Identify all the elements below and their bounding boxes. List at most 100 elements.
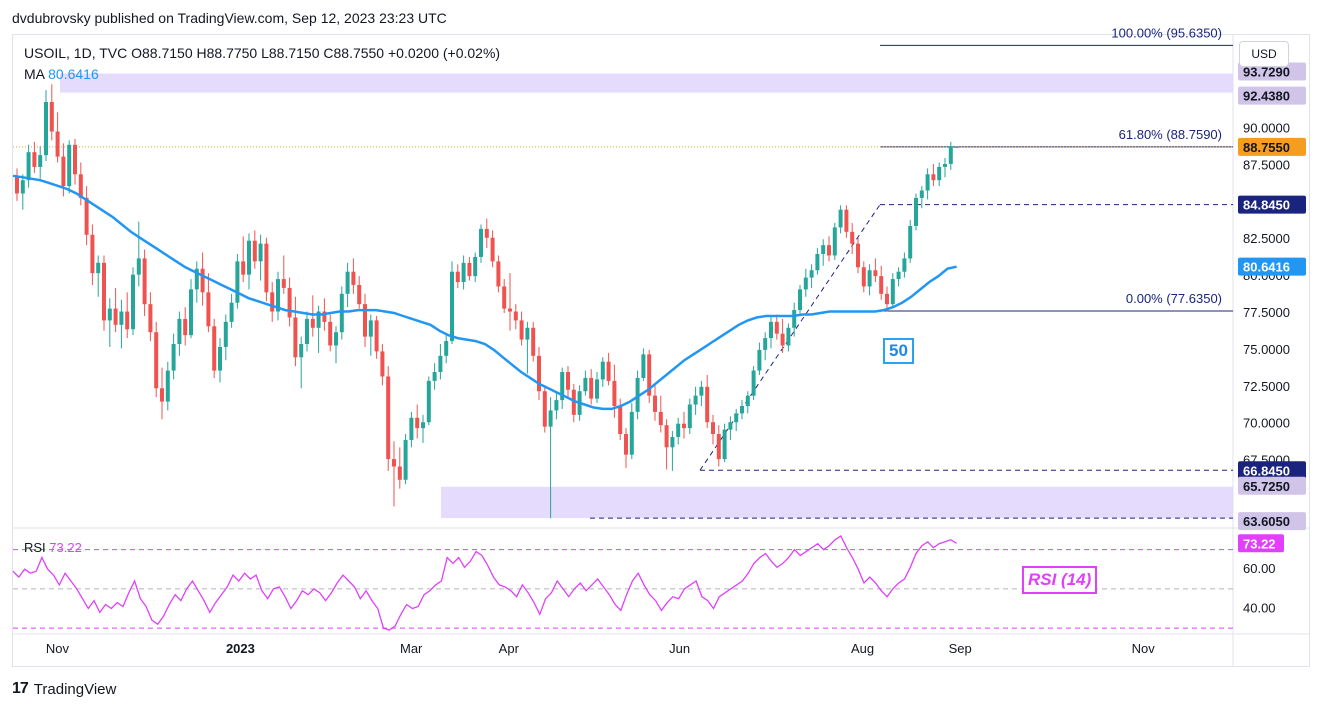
candle-body bbox=[73, 144, 77, 175]
candle-body bbox=[26, 152, 31, 181]
candle-body bbox=[734, 413, 739, 423]
candle-body bbox=[136, 258, 141, 275]
candle-body bbox=[194, 268, 199, 290]
candle-body bbox=[415, 417, 420, 429]
candle-body bbox=[131, 274, 135, 330]
rsi-line bbox=[12, 534, 957, 631]
candle-body bbox=[722, 429, 727, 460]
candle-body bbox=[560, 372, 565, 401]
candle-body bbox=[769, 321, 773, 339]
candle-body bbox=[374, 320, 379, 352]
candle-body bbox=[566, 372, 570, 390]
candle-body bbox=[629, 411, 634, 455]
candle-body bbox=[716, 434, 721, 460]
time-axis-tick: Nov bbox=[46, 641, 70, 656]
candle-body bbox=[850, 231, 855, 244]
rsi-axis-tick: 60.00 bbox=[1243, 561, 1276, 576]
candle-body bbox=[664, 425, 669, 448]
candle-body bbox=[647, 354, 652, 396]
candle-body bbox=[780, 333, 785, 346]
price-axis-tick: 82.5000 bbox=[1243, 231, 1290, 246]
candle-body bbox=[757, 349, 762, 371]
candle-body bbox=[589, 377, 594, 399]
candle-body bbox=[832, 227, 837, 256]
candle-body bbox=[827, 245, 831, 256]
candle-body bbox=[281, 279, 286, 288]
candle-body bbox=[444, 341, 449, 356]
candle-body bbox=[948, 146, 953, 164]
price-tag-box bbox=[1238, 137, 1306, 156]
candle-body bbox=[44, 101, 48, 156]
candle-body bbox=[102, 262, 106, 321]
time-axis-tick: Aug bbox=[851, 641, 874, 656]
candle-body bbox=[815, 253, 820, 271]
candle-body bbox=[305, 318, 309, 345]
candle-body bbox=[96, 262, 101, 274]
candle-body bbox=[879, 276, 884, 294]
candle-body bbox=[218, 346, 222, 371]
candle-body bbox=[687, 404, 692, 429]
candle-body bbox=[699, 386, 704, 396]
candle-body bbox=[15, 175, 19, 194]
price-tag-box bbox=[1238, 476, 1306, 495]
candle-body bbox=[316, 311, 321, 328]
candle-body bbox=[682, 423, 686, 429]
candle-body bbox=[885, 293, 889, 305]
candle-body bbox=[212, 326, 217, 371]
candle-body bbox=[705, 386, 710, 423]
sma-annotation: 50 bbox=[883, 338, 914, 364]
candle-body bbox=[728, 422, 733, 430]
candle-body bbox=[537, 355, 541, 392]
candle-body bbox=[287, 287, 292, 318]
candle-body bbox=[299, 344, 304, 358]
candle-body bbox=[525, 327, 530, 340]
candle-body bbox=[397, 466, 402, 480]
price-tag-label: 92.4380 bbox=[1243, 89, 1290, 104]
candle-body bbox=[380, 351, 385, 377]
price-tag-box bbox=[1238, 461, 1306, 480]
candle-body bbox=[641, 354, 646, 378]
tradingview-footer[interactable]: 17 TradingView bbox=[12, 680, 116, 698]
candle-body bbox=[595, 379, 599, 399]
candle-body bbox=[90, 234, 95, 274]
candle-body bbox=[856, 243, 860, 268]
price-tag-box bbox=[1238, 257, 1306, 276]
currency-button[interactable]: USD bbox=[1239, 41, 1289, 67]
rsi-axis-tick: 40.00 bbox=[1243, 600, 1276, 615]
fib-level-label: 0.00% (77.6350) bbox=[1126, 291, 1222, 306]
price-tag-box bbox=[1238, 512, 1306, 531]
time-axis-tick: Apr bbox=[499, 641, 520, 656]
candle-body bbox=[345, 271, 350, 294]
candle-body bbox=[154, 332, 159, 389]
candle-body bbox=[786, 327, 791, 346]
candle-body bbox=[751, 370, 756, 396]
candle-body bbox=[496, 261, 501, 287]
candle-body bbox=[328, 321, 333, 346]
candle-body bbox=[119, 311, 124, 325]
candle-body bbox=[322, 311, 327, 322]
candle-body bbox=[426, 380, 431, 423]
candle-body bbox=[908, 225, 913, 259]
candle-body bbox=[61, 156, 66, 187]
rsi-legend: RSI 73.22 bbox=[24, 540, 82, 555]
price-tag-label: 93.7290 bbox=[1243, 65, 1290, 80]
candle-body bbox=[310, 318, 315, 328]
candle-body bbox=[508, 308, 512, 312]
candle-body bbox=[125, 311, 130, 330]
candle-body bbox=[600, 361, 605, 380]
candle-body bbox=[838, 209, 843, 228]
candle-body bbox=[618, 405, 623, 435]
rsi-legend-label: RSI bbox=[24, 540, 46, 555]
candle-body bbox=[20, 180, 25, 194]
support-resistance-zone bbox=[441, 486, 1233, 519]
candle-body bbox=[171, 344, 176, 371]
time-axis-tick: Sep bbox=[949, 641, 972, 656]
publisher-line: dvdubrovsky published on TradingView.com… bbox=[12, 10, 447, 26]
candle-body bbox=[113, 308, 118, 325]
moving-average-line bbox=[12, 174, 957, 411]
candle-body bbox=[676, 423, 681, 437]
time-axis-tick: Nov bbox=[1132, 641, 1156, 656]
candle-body bbox=[32, 152, 37, 167]
rsi-legend-value: 73.22 bbox=[49, 540, 82, 555]
